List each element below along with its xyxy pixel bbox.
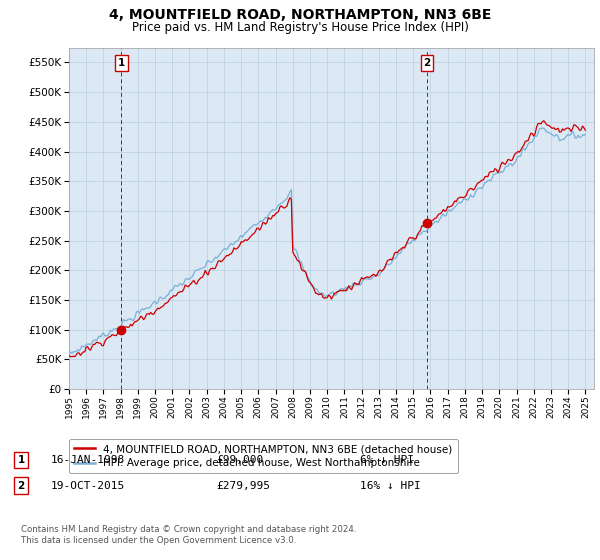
Text: Price paid vs. HM Land Registry's House Price Index (HPI): Price paid vs. HM Land Registry's House … bbox=[131, 21, 469, 34]
Text: Contains HM Land Registry data © Crown copyright and database right 2024.
This d: Contains HM Land Registry data © Crown c… bbox=[21, 525, 356, 545]
Text: 2: 2 bbox=[423, 58, 430, 68]
Text: 19-OCT-2015: 19-OCT-2015 bbox=[51, 480, 125, 491]
Text: 1: 1 bbox=[17, 455, 25, 465]
Text: 1: 1 bbox=[118, 58, 125, 68]
Text: 16% ↓ HPI: 16% ↓ HPI bbox=[360, 480, 421, 491]
Text: 6% ↓ HPI: 6% ↓ HPI bbox=[360, 455, 414, 465]
Text: 4, MOUNTFIELD ROAD, NORTHAMPTON, NN3 6BE: 4, MOUNTFIELD ROAD, NORTHAMPTON, NN3 6BE bbox=[109, 8, 491, 22]
Text: £99,000: £99,000 bbox=[216, 455, 263, 465]
Legend: 4, MOUNTFIELD ROAD, NORTHAMPTON, NN3 6BE (detached house), HPI: Average price, d: 4, MOUNTFIELD ROAD, NORTHAMPTON, NN3 6BE… bbox=[69, 439, 458, 473]
Text: £279,995: £279,995 bbox=[216, 480, 270, 491]
Text: 16-JAN-1998: 16-JAN-1998 bbox=[51, 455, 125, 465]
Text: 2: 2 bbox=[17, 480, 25, 491]
